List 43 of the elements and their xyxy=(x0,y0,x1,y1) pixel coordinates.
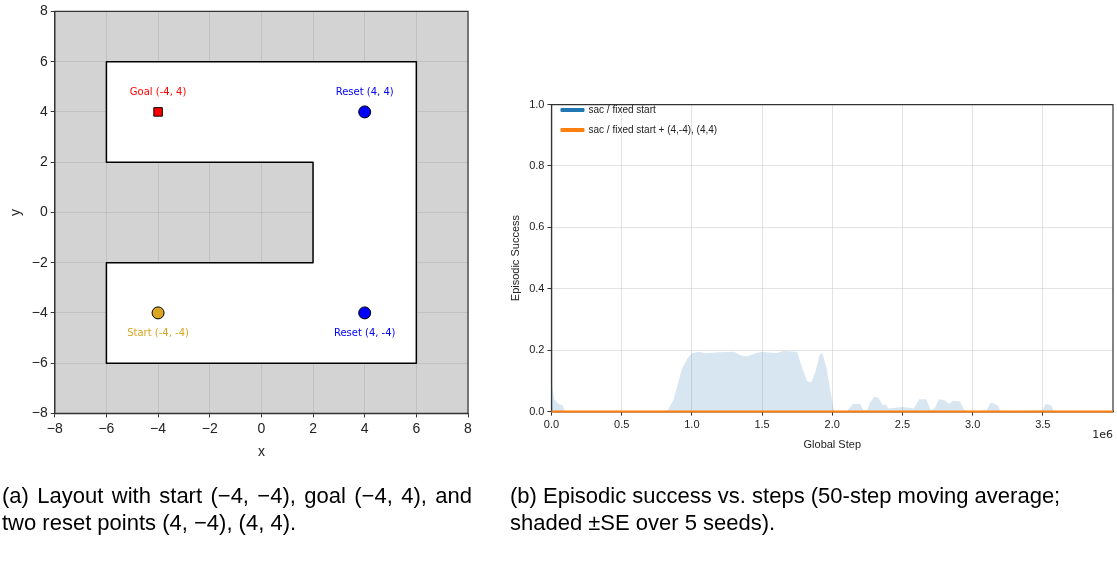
y-tick-label: 6 xyxy=(39,52,48,69)
y-tick-label: 0.0 xyxy=(529,404,545,417)
x-tick-label: 6 xyxy=(412,419,421,436)
series-label: Goal (-4, 4) xyxy=(129,85,187,98)
x-tick-label: 0.5 xyxy=(614,418,630,431)
x-axis-title: Global Step xyxy=(803,438,861,451)
y-tick-label: 4 xyxy=(39,102,48,119)
legend-label: sac / fixed start + (4,-4), (4,4) xyxy=(588,123,718,135)
text: (a) Layout with start (−4, −4), goal (−4, 4), and two reset points (4, −4), (4, 4). xyxy=(2,482,472,536)
y-tick-label: −6 xyxy=(31,354,48,371)
x-tick-label: −6 xyxy=(98,419,115,436)
x-tick-label: 3.0 xyxy=(964,418,981,431)
series-label: Reset (4, 4) xyxy=(335,85,394,98)
y-tick-label: 1.0 xyxy=(529,97,545,110)
y-axis-title: y xyxy=(7,208,24,216)
y-tick-label: 0.8 xyxy=(529,159,545,172)
x-tick-label: 8 xyxy=(464,419,473,436)
x-tick-label: 2.5 xyxy=(894,418,911,431)
y-tick-label: 8 xyxy=(39,2,48,19)
x-tick-label: 2 xyxy=(309,419,318,436)
x-tick-label: 0.0 xyxy=(543,418,560,431)
x-axis-title: x xyxy=(257,443,265,460)
series-label: Start (-4, -4) xyxy=(127,326,189,339)
y-tick-label: 0.2 xyxy=(529,343,545,356)
y-tick-label: 0.4 xyxy=(529,281,545,294)
x-tick-label: 4 xyxy=(360,419,369,436)
legend-label: sac / fixed start xyxy=(588,103,656,115)
series-label: Reset (4, -4) xyxy=(333,326,396,339)
y-tick-label: −4 xyxy=(31,303,48,320)
x-tick-label: −2 xyxy=(201,419,218,436)
x-tick-label: 0 xyxy=(257,419,266,436)
x-tick-label: 1.0 xyxy=(684,418,700,431)
text: 1e6 xyxy=(1092,427,1113,441)
text: (b) Episodic success vs. steps (50-step moving average; shaded ±SE over 5 seeds). xyxy=(510,482,1062,536)
y-tick-label: −2 xyxy=(31,253,48,270)
y-tick-label: 0.6 xyxy=(529,220,545,233)
x-tick-label: −4 xyxy=(150,419,167,436)
y-axis-title: Episodic Success xyxy=(508,214,521,302)
y-tick-label: 2 xyxy=(39,153,48,170)
x-tick-label: 3.5 xyxy=(1035,418,1051,431)
y-tick-label: 0 xyxy=(39,203,48,220)
x-tick-label: 1.5 xyxy=(754,418,770,431)
x-tick-label: 2.0 xyxy=(824,418,840,431)
